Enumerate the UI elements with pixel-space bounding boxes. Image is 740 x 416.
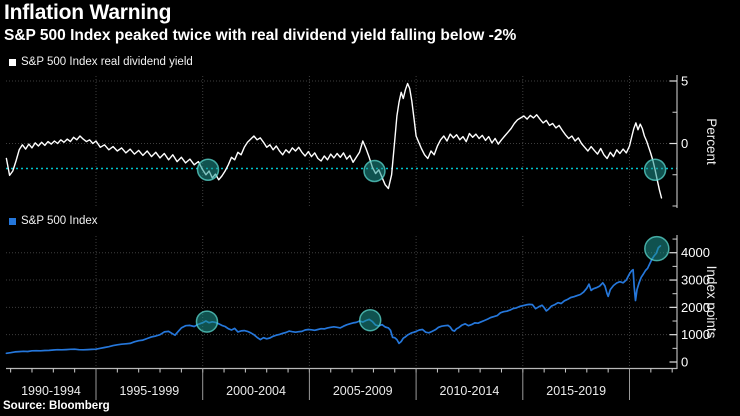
highlight-circle	[644, 235, 670, 262]
highlight-circle	[363, 159, 386, 183]
legend-sp500: S&P 500 Index	[9, 215, 98, 227]
x-axis-label: 2005-2009	[333, 384, 393, 398]
y-tick-label: 4000	[681, 245, 710, 260]
chart-title: Inflation Warning	[4, 1, 172, 24]
dividend-yield-line	[5, 82, 663, 199]
legend-swatch-blue-icon	[9, 217, 16, 225]
y-tick-label: 0	[681, 355, 688, 370]
x-axis-label: 1995-1999	[119, 384, 179, 398]
legend-dividend-yield: S&P 500 Index real dividend yield	[9, 56, 193, 68]
highlight-circle	[196, 158, 220, 181]
highlight-circle	[358, 308, 382, 332]
y-tick-label: 1000	[681, 327, 710, 342]
y-tick-label: 0	[681, 136, 688, 151]
sp500-index-line	[5, 245, 662, 355]
x-axis-label: 2000-2004	[226, 384, 286, 398]
x-axis-label: 2015-2019	[546, 384, 606, 398]
legend-label-dividend-yield: S&P 500 Index real dividend yield	[21, 56, 193, 68]
highlight-circle	[643, 158, 667, 181]
y-axis-title: Index points	[704, 266, 719, 339]
legend-swatch-white-icon	[9, 58, 16, 66]
x-axis-label: 1990-1994	[21, 384, 81, 398]
chart-subtitle: S&P 500 Index peaked twice with real div…	[4, 27, 517, 44]
y-axis-title: Percent	[704, 118, 719, 165]
highlight-circle	[195, 310, 219, 333]
y-tick-label: 5	[681, 74, 688, 89]
y-tick-label: 2000	[681, 300, 710, 315]
x-axis-label: 2010-2014	[440, 384, 500, 398]
source-attribution: Source: Bloomberg	[3, 400, 110, 412]
y-tick-label: 3000	[681, 273, 710, 288]
legend-label-sp500: S&P 500 Index	[21, 215, 98, 227]
